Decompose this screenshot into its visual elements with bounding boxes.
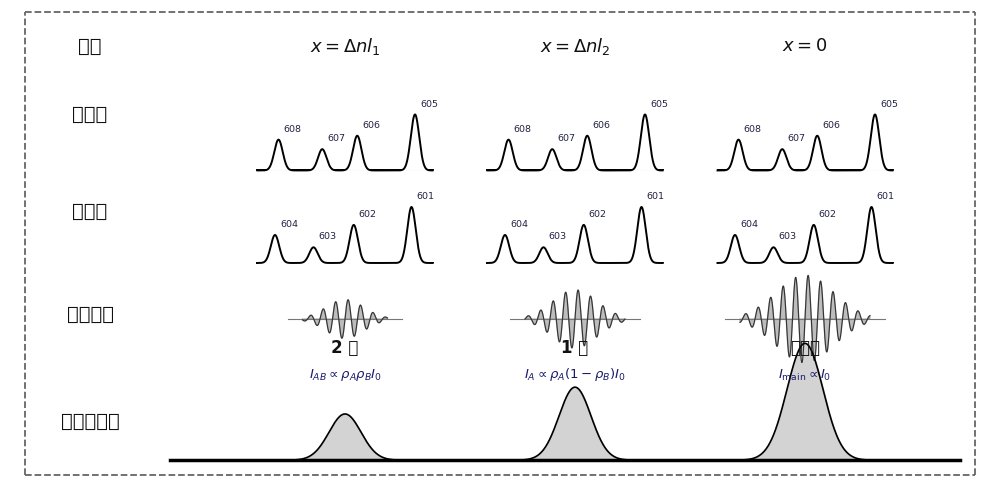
Text: 605: 605	[650, 100, 668, 109]
Text: 604: 604	[280, 220, 298, 229]
Text: $I_{AB} \propto \rho_A\rho_B I_0$: $I_{AB} \propto \rho_A\rho_B I_0$	[309, 367, 381, 383]
Text: 1 阶: 1 阶	[561, 339, 589, 357]
Text: 固定臂: 固定臂	[72, 105, 108, 124]
Text: $I_A \propto \rho_A(1-\rho_B)I_0$: $I_A \propto \rho_A(1-\rho_B)I_0$	[524, 367, 626, 383]
Text: 601: 601	[646, 192, 664, 201]
Text: 干涉信号: 干涉信号	[66, 304, 114, 324]
Text: 608: 608	[284, 125, 302, 134]
Text: 604: 604	[740, 220, 758, 229]
Text: 603: 603	[548, 232, 567, 242]
Text: 608: 608	[514, 125, 532, 134]
Text: 601: 601	[876, 192, 895, 201]
Text: $x = 0$: $x = 0$	[782, 37, 828, 55]
Text: 602: 602	[819, 210, 837, 219]
Text: 主极大: 主极大	[790, 339, 820, 357]
Text: 605: 605	[420, 100, 438, 109]
Text: 607: 607	[557, 134, 575, 143]
Text: $x = \Delta nl_1$: $x = \Delta nl_1$	[310, 36, 380, 57]
Text: 603: 603	[779, 232, 797, 242]
Text: 606: 606	[362, 121, 380, 130]
Text: $x = \Delta nl_2$: $x = \Delta nl_2$	[540, 36, 610, 57]
Text: 606: 606	[592, 121, 610, 130]
Text: 扫描臂: 扫描臂	[72, 202, 108, 222]
Text: 601: 601	[416, 192, 434, 201]
Text: 602: 602	[359, 210, 377, 219]
Text: 602: 602	[589, 210, 607, 219]
Text: 603: 603	[318, 232, 337, 242]
Text: 608: 608	[744, 125, 762, 134]
Text: 607: 607	[327, 134, 345, 143]
Text: 607: 607	[787, 134, 805, 143]
Text: 604: 604	[510, 220, 528, 229]
Text: 606: 606	[822, 121, 840, 130]
Text: 归一化信号: 归一化信号	[61, 412, 119, 431]
Text: 2 阶: 2 阶	[331, 339, 359, 357]
Text: $I_{\mathrm{main}} \propto I_0$: $I_{\mathrm{main}} \propto I_0$	[778, 367, 832, 383]
Text: 605: 605	[880, 100, 898, 109]
Text: 光程: 光程	[78, 37, 102, 56]
